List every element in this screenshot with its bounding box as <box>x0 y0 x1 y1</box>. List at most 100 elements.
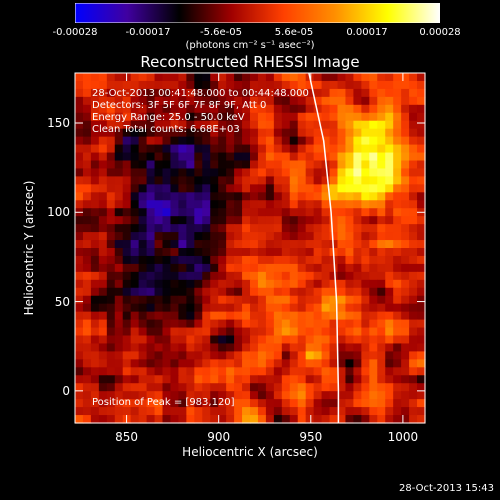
heatmap-cell <box>329 303 339 313</box>
heatmap-cell <box>194 73 203 82</box>
heatmap-cell <box>98 399 108 408</box>
heatmap-cell <box>401 192 410 201</box>
heatmap-cell <box>130 399 140 408</box>
heatmap-cell <box>409 112 418 122</box>
heatmap-cell <box>385 415 394 424</box>
heatmap-cell <box>337 136 347 146</box>
heatmap-cell <box>186 216 195 225</box>
heatmap-cell <box>369 327 378 337</box>
heatmap-cell <box>90 160 100 170</box>
heatmap-cell <box>194 120 203 130</box>
heatmap-cell <box>186 335 195 345</box>
heatmap-cell <box>234 208 243 217</box>
heatmap-cell <box>75 184 84 193</box>
heatmap-cell <box>329 73 339 82</box>
heatmap-cell <box>186 96 195 106</box>
heatmap-cell <box>210 335 219 345</box>
heatmap-cell <box>289 240 299 249</box>
heatmap-cell <box>162 248 172 257</box>
heatmap-cell <box>393 375 402 384</box>
peak-position-annotation: Position of Peak = [983,120] <box>92 397 235 408</box>
heatmap-cell <box>257 359 267 368</box>
heatmap-cell <box>146 271 156 281</box>
heatmap-cell <box>106 152 116 162</box>
heatmap-cell <box>265 367 275 376</box>
heatmap-cell <box>162 263 172 273</box>
heatmap-cell <box>75 351 84 360</box>
heatmap-cell <box>289 88 299 98</box>
heatmap-cell <box>337 152 347 162</box>
heatmap-cell <box>329 192 339 201</box>
heatmap-cell <box>186 327 195 337</box>
heatmap-cell <box>385 399 394 408</box>
heatmap-cell <box>178 88 187 98</box>
heatmap-cell <box>170 128 179 138</box>
heatmap-cell <box>90 343 100 352</box>
heatmap-cell <box>329 271 339 281</box>
heatmap-cell <box>82 311 92 321</box>
heatmap-cell <box>130 303 140 313</box>
heatmap-cell <box>297 303 307 313</box>
heatmap-cell <box>170 224 179 233</box>
heatmap-cell <box>393 208 402 217</box>
heatmap-cell <box>202 248 211 257</box>
heatmap-cell <box>321 136 331 146</box>
heatmap-cell <box>75 415 84 424</box>
heatmap-cell <box>385 343 394 352</box>
heatmap-cell <box>122 359 132 368</box>
heatmap-cell <box>75 327 84 337</box>
heatmap-cell <box>417 343 426 352</box>
heatmap-cell <box>409 136 418 146</box>
heatmap-cell <box>321 73 331 82</box>
heatmap-cell <box>218 144 227 154</box>
heatmap-cell <box>329 375 339 384</box>
heatmap-cell <box>297 367 307 376</box>
heatmap-cell <box>98 88 108 98</box>
heatmap-cell <box>329 383 339 392</box>
heatmap-cell <box>90 208 100 217</box>
heatmap-cell <box>218 152 227 162</box>
heatmap-cell <box>393 351 402 360</box>
heatmap-cell <box>345 80 354 90</box>
heatmap-cell <box>234 295 243 305</box>
heatmap-cell <box>226 192 235 201</box>
heatmap-cell <box>106 279 116 289</box>
heatmap-cell <box>106 351 116 360</box>
heatmap-cell <box>250 415 259 424</box>
heatmap-cell <box>393 112 402 122</box>
heatmap-cell <box>98 303 108 313</box>
heatmap-cell <box>146 391 156 400</box>
heatmap-cell <box>321 120 331 130</box>
heatmap-cell <box>82 399 92 408</box>
heatmap-cell <box>361 248 370 257</box>
heatmap-cell <box>281 208 291 217</box>
heatmap-cell <box>178 168 187 177</box>
heatmap-cell <box>321 248 331 257</box>
heatmap-cell <box>265 327 275 337</box>
heatmap-cell <box>250 160 259 170</box>
heatmap-cell <box>186 144 195 154</box>
heatmap-cell <box>138 104 148 114</box>
heatmap-cell <box>186 160 195 170</box>
heatmap-cell <box>417 136 426 146</box>
heatmap-cell <box>98 279 108 289</box>
heatmap-cell <box>265 160 275 170</box>
heatmap-cell <box>138 399 148 408</box>
heatmap-cell <box>257 311 267 321</box>
heatmap-cell <box>250 192 259 201</box>
heatmap-cell <box>226 367 235 376</box>
heatmap-cell <box>250 88 259 98</box>
heatmap-cell <box>345 184 354 193</box>
heatmap-cell <box>369 351 378 360</box>
heatmap-cell <box>369 152 378 162</box>
heatmap-cell <box>401 287 410 297</box>
heatmap-cell <box>82 104 92 114</box>
heatmap-cell <box>218 232 227 241</box>
heatmap-cell <box>130 144 140 154</box>
heatmap-cell <box>82 351 92 360</box>
heatmap-cell <box>170 112 179 122</box>
heatmap-cell <box>146 319 156 329</box>
heatmap-cell <box>401 359 410 368</box>
heatmap-cell <box>210 184 219 193</box>
heatmap-cell <box>114 383 124 392</box>
